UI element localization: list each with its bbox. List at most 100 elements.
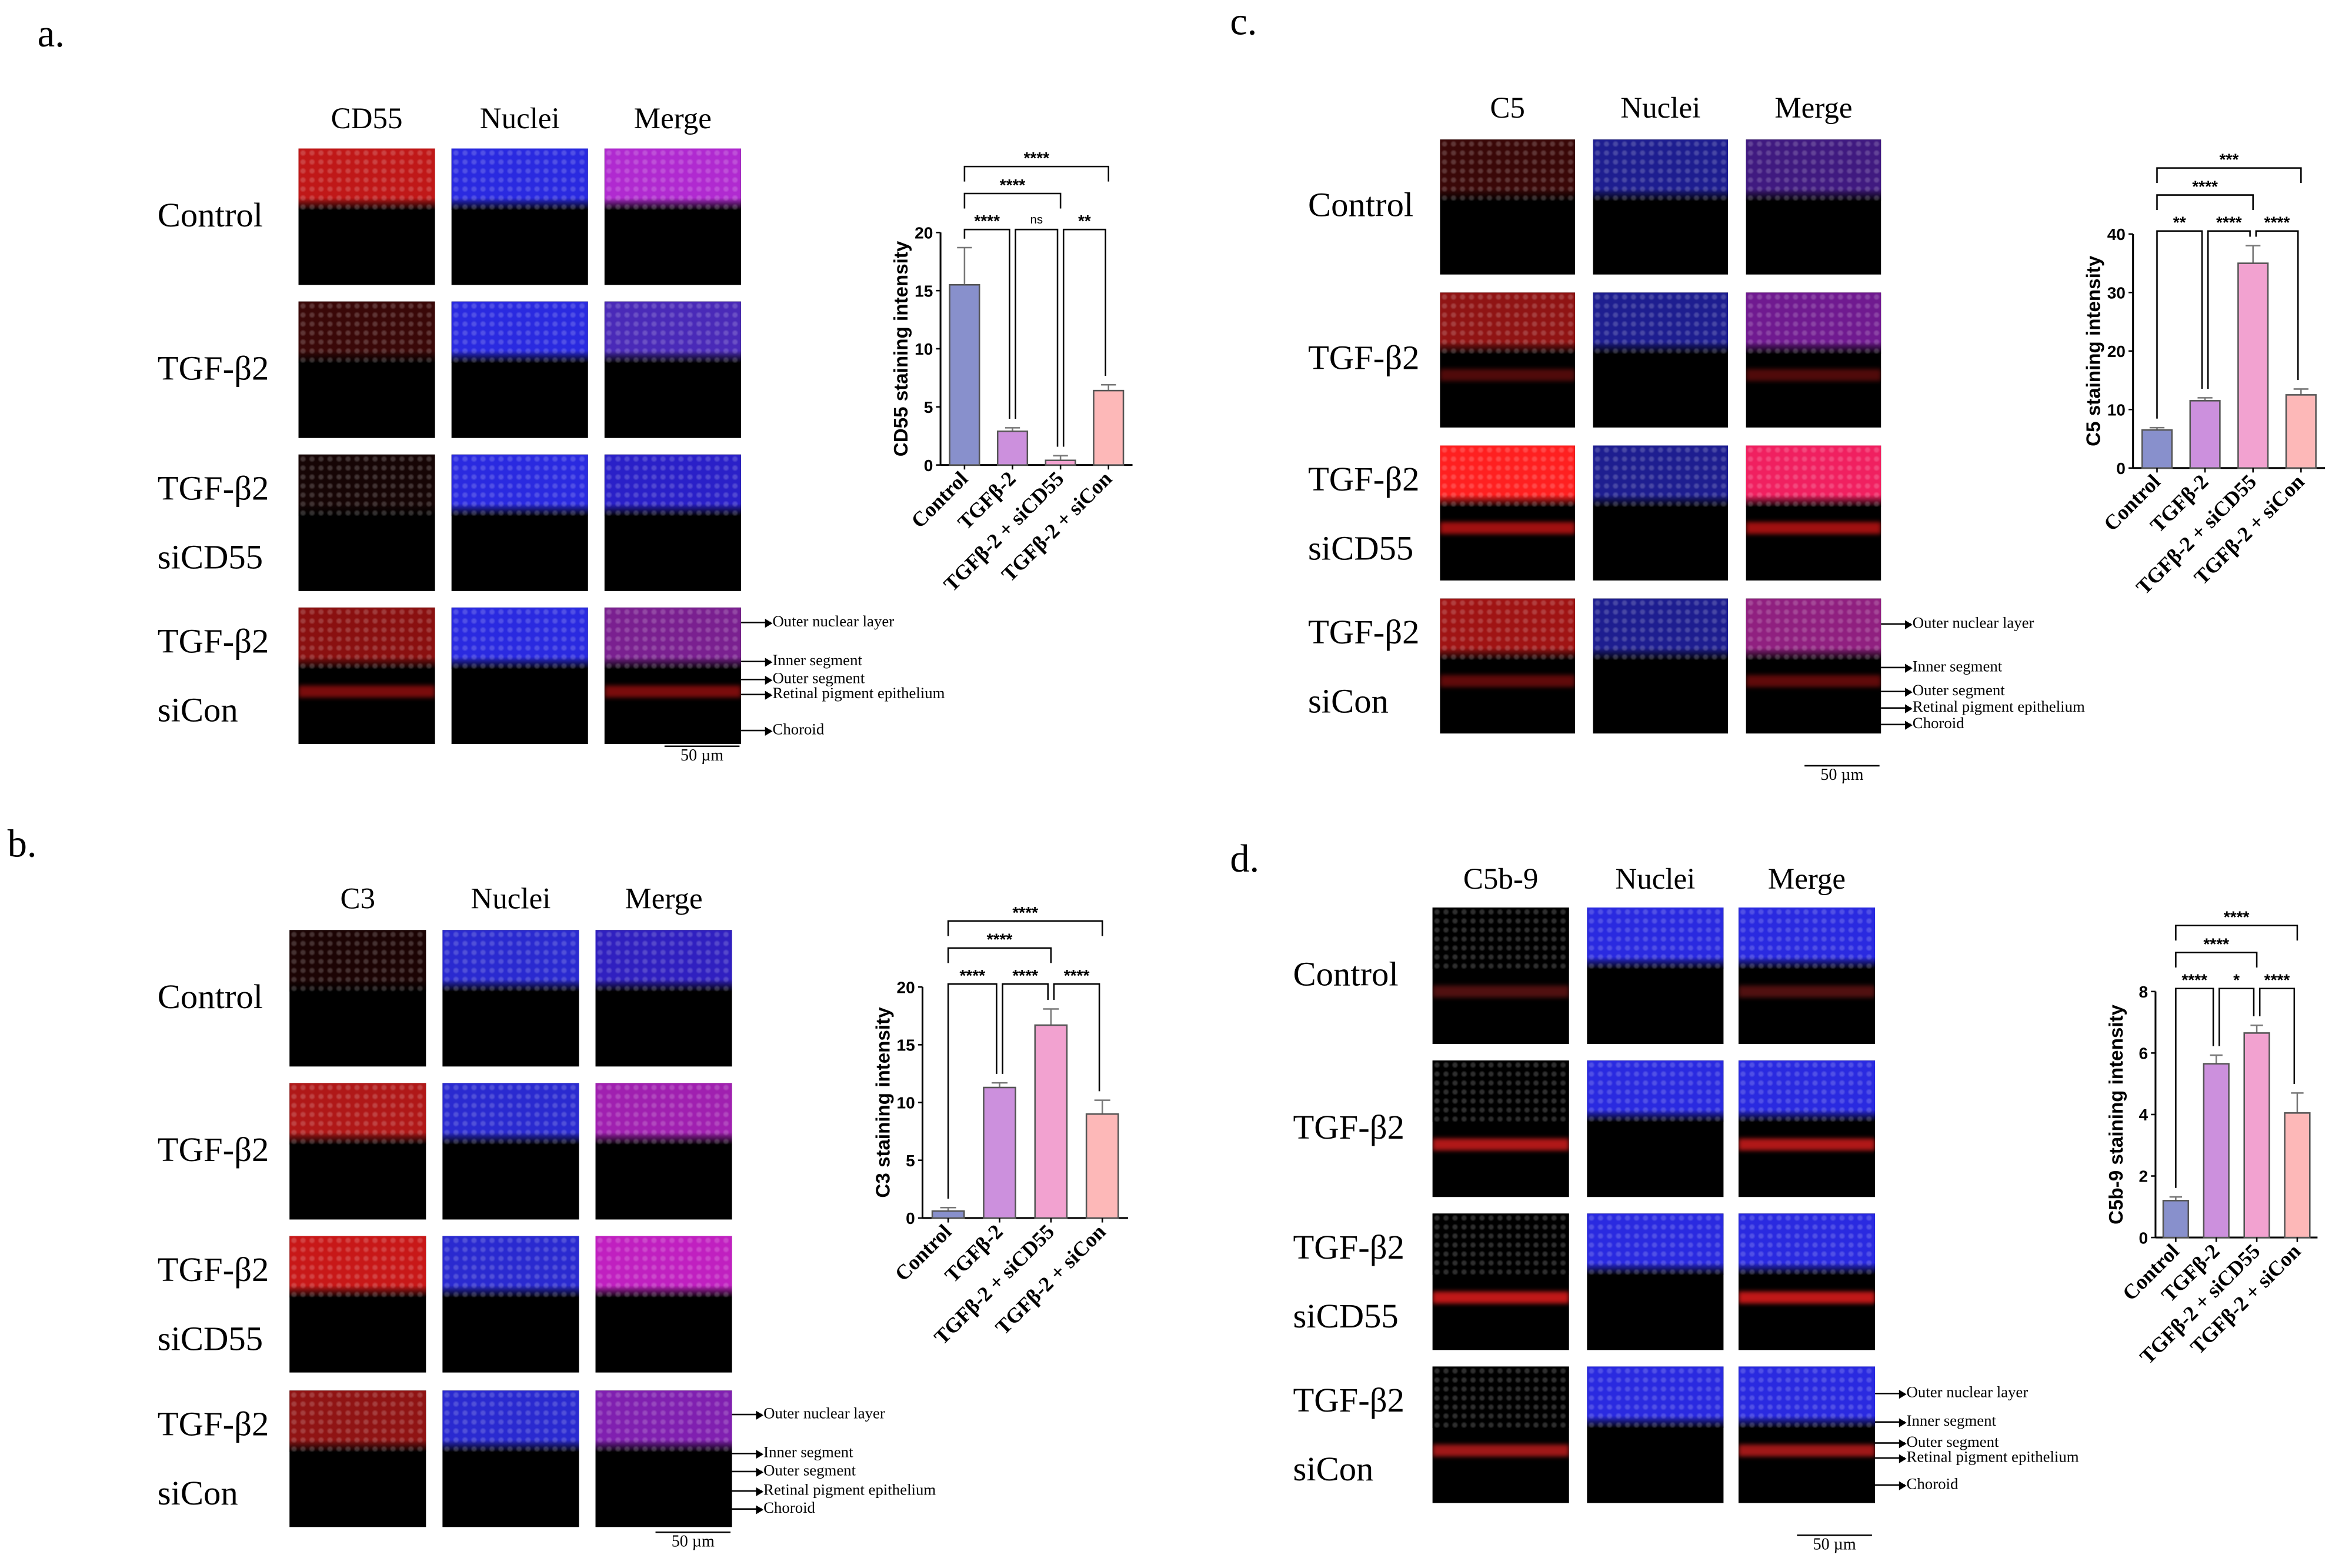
y-tick-label: 20 (897, 978, 915, 996)
outer-nuclear-layer-stain (1746, 445, 1881, 506)
outer-nuclear-layer-stain (451, 148, 588, 210)
arrow-icon (1881, 687, 1913, 696)
row-label: TGF-β2 (1307, 613, 1420, 651)
significance-bracket (2175, 925, 2298, 941)
layer-label: Outer nuclear layer (1912, 615, 2034, 632)
arrow-icon (1875, 1438, 1907, 1448)
micrograph-tile (1432, 1060, 1569, 1197)
significance-label: **** (974, 212, 1000, 230)
layer-label: Inner segment (772, 653, 862, 670)
layer-label: Outer nuclear layer (763, 1406, 885, 1423)
row-label: TGF-β2 (157, 1251, 269, 1289)
micrograph-tile (298, 301, 435, 438)
y-tick-label: 5 (906, 1152, 915, 1170)
column-header: Nuclei (479, 102, 560, 136)
micrograph-tile (451, 148, 588, 285)
y-tick-label: 6 (2139, 1045, 2149, 1063)
significance-bracket (963, 165, 1110, 182)
layer-annotation: Outer nuclear layer (732, 1406, 885, 1423)
bar (2284, 1112, 2311, 1239)
arrow-icon (1881, 703, 1913, 713)
micrograph-tile (298, 607, 435, 744)
micrograph-tile (1440, 445, 1575, 581)
layer-label: Outer nuclear layer (1906, 1385, 2029, 1402)
outer-nuclear-layer-stain (289, 1390, 426, 1452)
layer-annotation: Choroid (740, 722, 824, 739)
row-label: Control (1307, 186, 1414, 224)
significance-label: **** (2181, 971, 2207, 989)
significance-bracket (1053, 983, 1100, 1092)
outer-nuclear-layer-stain (289, 1236, 426, 1297)
bar (2243, 1032, 2270, 1239)
rpe-band-stain (1432, 985, 1569, 998)
column-header: C5 (1490, 92, 1525, 125)
micrograph-tile (1738, 1213, 1875, 1350)
column-header: CD55 (331, 102, 403, 136)
layer-label: Outer segment (1912, 683, 2005, 700)
significance-bracket (1062, 228, 1106, 447)
outer-nuclear-layer-stain (442, 1236, 579, 1297)
outer-nuclear-layer-stain (289, 1083, 426, 1145)
micrograph-tile (1738, 907, 1875, 1045)
bar (931, 1210, 965, 1219)
arrow-icon (740, 618, 773, 628)
rpe-band-stain (1746, 369, 1881, 382)
outer-nuclear-layer-stain (604, 607, 741, 669)
layer-label: Retinal pigment epithelium (772, 686, 945, 703)
significance-bracket (2156, 194, 2254, 211)
micrograph-tile (1593, 139, 1729, 275)
significance-label: **** (987, 930, 1013, 949)
significance-label: **** (2264, 971, 2290, 989)
layer-label: Choroid (1912, 716, 1964, 733)
outer-nuclear-layer-stain (595, 1390, 732, 1452)
layer-label: Retinal pigment epithelium (763, 1483, 936, 1500)
micrograph-tile (595, 1083, 732, 1220)
outer-nuclear-layer-stain (1587, 1213, 1724, 1275)
y-axis-label: C3 staining intensity (872, 1007, 894, 1198)
micrograph-tile (298, 454, 435, 591)
bar (2141, 429, 2173, 469)
row-label: TGF-β2 (157, 1130, 269, 1168)
layer-annotation: Outer segment (732, 1463, 856, 1480)
outer-nuclear-layer-stain (1432, 907, 1569, 969)
outer-nuclear-layer-stain (298, 301, 435, 363)
arrow-icon (740, 690, 773, 699)
significance-label: ** (1078, 212, 1091, 230)
rpe-band-stain (1738, 1444, 1875, 1457)
layer-annotation: Retinal pigment epithelium (740, 686, 945, 703)
micrograph-tile (1746, 445, 1881, 581)
micrograph-tile (442, 930, 579, 1067)
outer-nuclear-layer-stain (1587, 907, 1724, 969)
y-tick-label: 30 (2107, 284, 2126, 302)
arrow-icon (1881, 619, 1913, 629)
bar (2189, 400, 2221, 469)
y-axis-label: C5 staining intensity (2083, 255, 2105, 446)
row-label: Control (157, 195, 263, 233)
significance-bracket (947, 947, 1052, 963)
rpe-band-stain (604, 685, 741, 698)
micrograph-tile (1432, 1366, 1569, 1503)
micrograph-tile (451, 301, 588, 438)
outer-nuclear-layer-stain (604, 454, 741, 516)
rpe-band-stain (1738, 985, 1875, 998)
layer-annotation: Inner segment (1875, 1414, 1996, 1430)
layer-label: Inner segment (763, 1445, 853, 1462)
row-label: Control (157, 977, 263, 1015)
rpe-band-stain (1440, 522, 1575, 535)
panel-letter: d. (1230, 837, 1260, 881)
arrow-icon (1875, 1389, 1907, 1398)
outer-nuclear-layer-stain (1440, 598, 1575, 659)
outer-nuclear-layer-stain (604, 148, 741, 210)
scale-bar (1804, 765, 1880, 767)
micrograph-tile (1587, 907, 1724, 1045)
arrow-icon (732, 1504, 764, 1514)
outer-nuclear-layer-stain (604, 301, 741, 363)
outer-nuclear-layer-stain (1440, 292, 1575, 353)
column-header: Merge (625, 882, 703, 916)
outer-nuclear-layer-stain (1587, 1060, 1724, 1122)
bar (1093, 389, 1125, 466)
column-header: Merge (633, 102, 712, 136)
layer-annotation: Choroid (1881, 716, 1964, 733)
